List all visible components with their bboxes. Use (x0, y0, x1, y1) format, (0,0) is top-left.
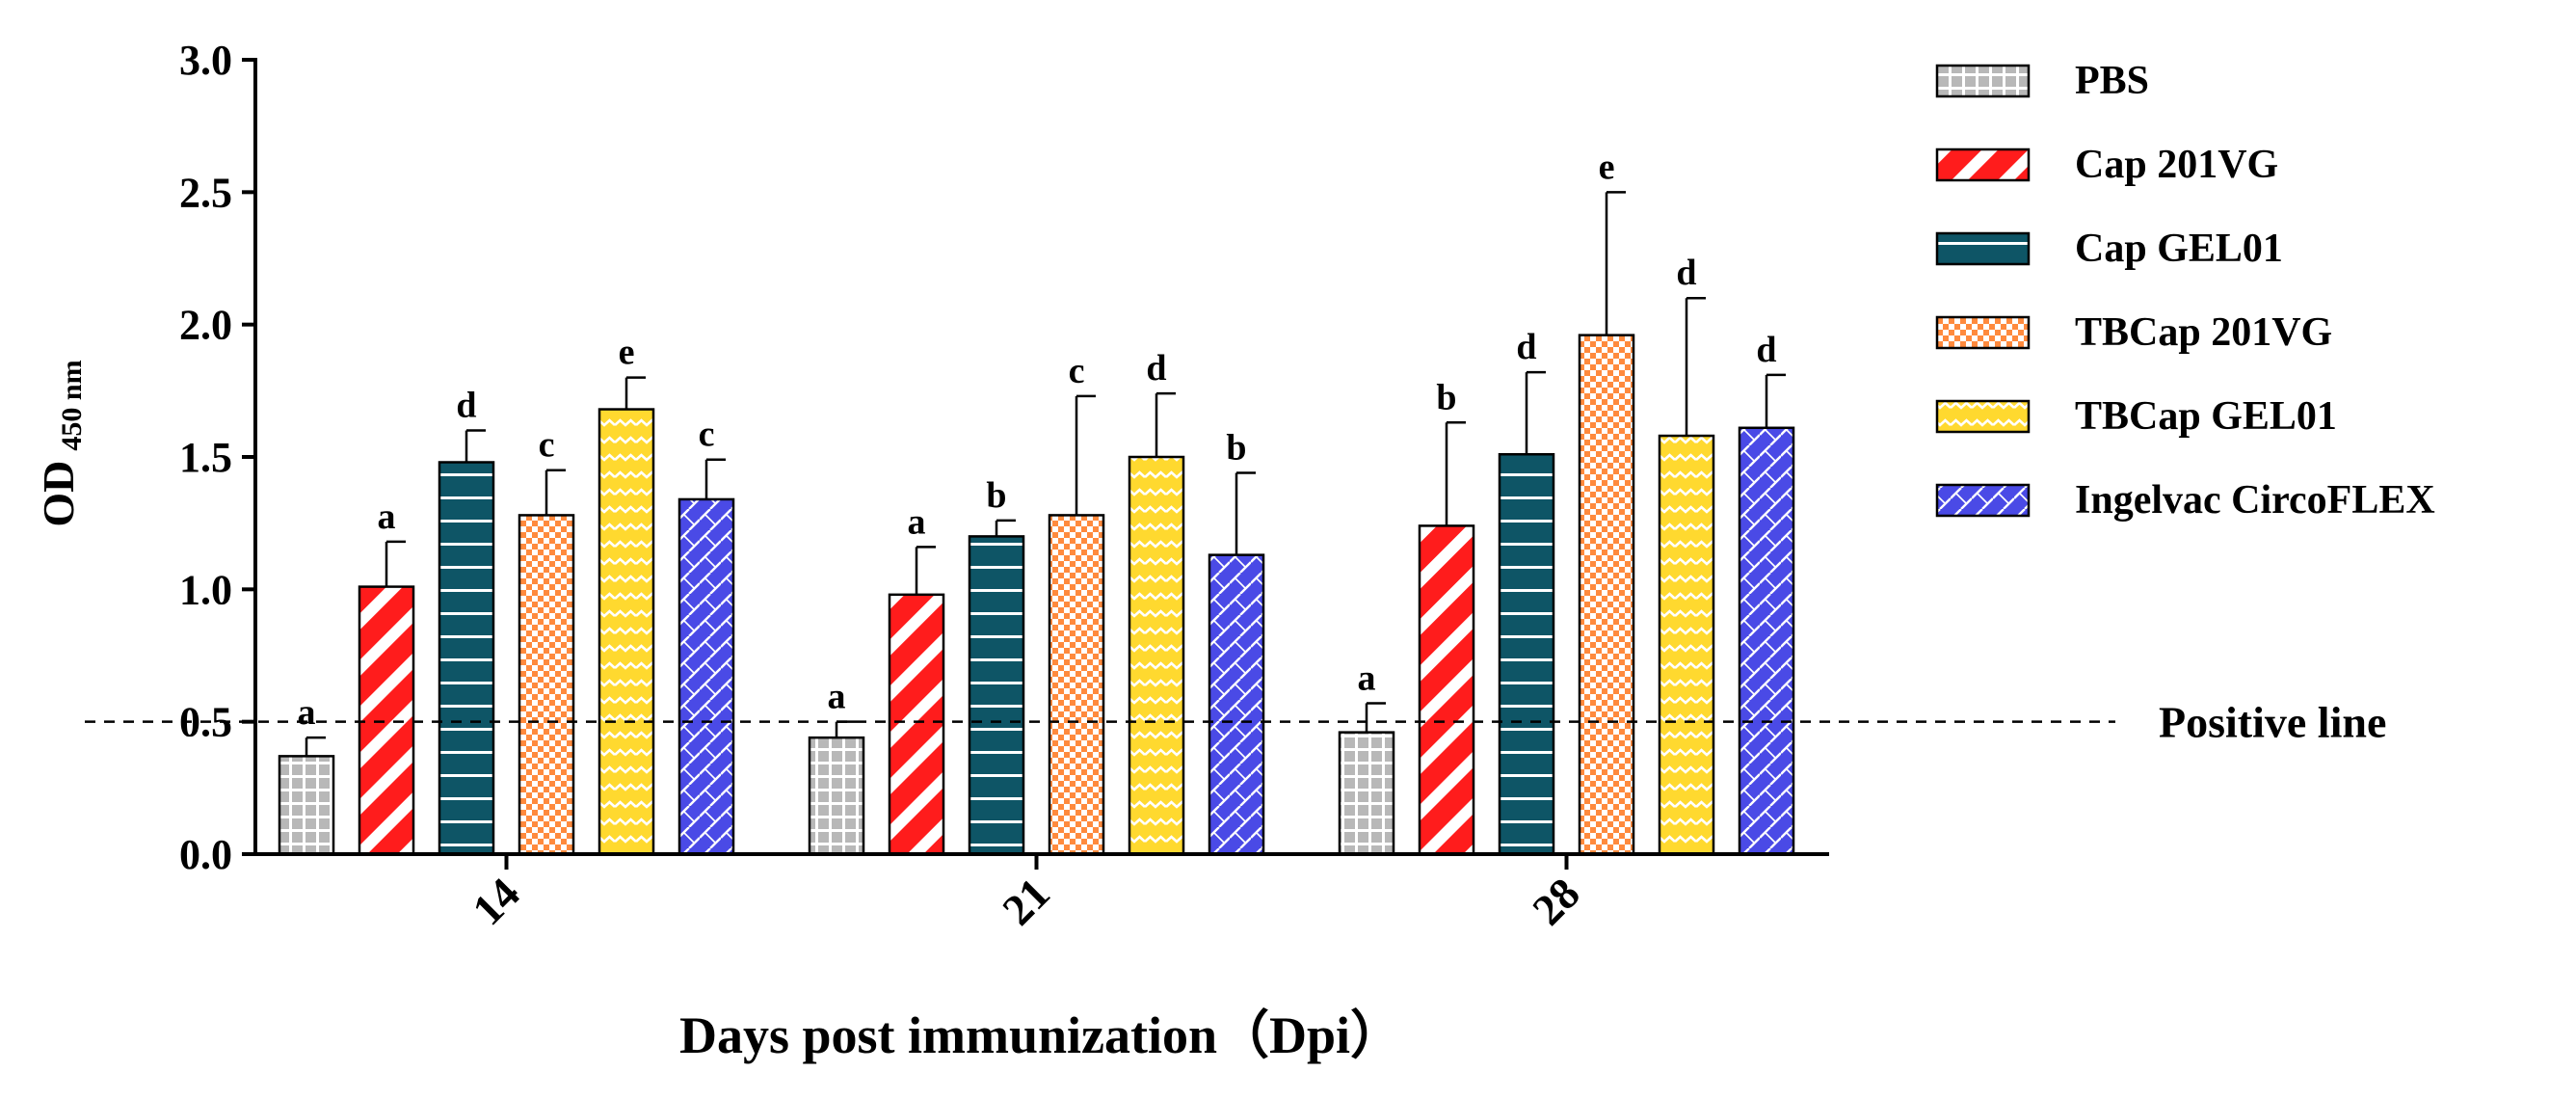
bar-3-21 (968, 535, 1025, 856)
significance-letter-2-21: a (908, 501, 926, 542)
axes-layer: 0.00.51.01.52.02.53.014 21 28 (179, 37, 1829, 934)
significance-letter-3-28: d (1516, 327, 1536, 367)
x-tick-label: 14 (463, 869, 529, 935)
significance-letter-5-14: e (619, 333, 635, 373)
significance-letter-2-14: a (378, 496, 396, 537)
bar-1-28 (1338, 731, 1395, 856)
y-tick-label: 1.0 (179, 566, 232, 613)
legend-label-2: Cap 201VG (2075, 143, 2278, 187)
bar-4-14 (518, 514, 575, 856)
bar-6-28 (1738, 426, 1795, 856)
bar-6-14 (677, 497, 735, 856)
bar-5-28 (1658, 434, 1715, 856)
legend-swatch-1 (1935, 64, 2031, 98)
legend-label-3: Cap GEL01 (2075, 227, 2283, 271)
significance-letter-4-28: e (1599, 147, 1615, 187)
y-axis-title: OD 450 nm (34, 360, 88, 526)
bars-layer: a a a a a b d b d c c e e d d c b d (278, 147, 1795, 856)
y-tick-label: 2.0 (179, 302, 232, 349)
significance-letter-6-28: d (1756, 330, 1776, 370)
y-tick-label: 1.5 (179, 434, 232, 481)
y-tick-label: 0.0 (179, 831, 232, 878)
significance-letter-5-21: d (1146, 348, 1166, 389)
legend-swatch-2 (1935, 147, 2031, 182)
x-tick-label: 28 (1523, 869, 1589, 935)
bar-6-21 (1208, 553, 1265, 856)
significance-letter-3-14: d (456, 386, 476, 426)
positive-line-label: Positive line (2159, 698, 2386, 747)
y-axis-title-subscript: 450 nm (56, 360, 88, 450)
significance-letter-5-28: d (1676, 253, 1696, 293)
legend-swatch-3 (1935, 231, 2031, 266)
legend-swatch-6 (1935, 483, 2031, 518)
legend-swatch-5 (1935, 399, 2031, 434)
bar-4-28 (1578, 334, 1635, 856)
bar-2-14 (358, 585, 415, 856)
bar-5-14 (598, 408, 655, 856)
significance-letter-3-21: b (986, 475, 1006, 516)
legend: PBS Cap 201VG Cap GEL01 TBCap 201VG TBCap GE… (1935, 59, 2435, 523)
legend-label-4: TBCap 201VG (2075, 310, 2332, 355)
x-axis-title: Days post immunization（Dpi） (679, 1006, 1402, 1064)
x-tick-label: 21 (993, 869, 1059, 935)
bar-2-21 (888, 593, 945, 856)
bar-3-14 (438, 461, 495, 856)
legend-label-6: Ingelvac CircoFLEX (2075, 478, 2435, 523)
significance-letter-1-14: a (298, 692, 316, 733)
legend-swatch-4 (1935, 315, 2031, 350)
significance-letter-6-21: b (1226, 427, 1246, 468)
y-tick-label: 3.0 (179, 37, 232, 84)
bar-5-21 (1128, 455, 1185, 856)
bar-1-14 (278, 755, 335, 856)
significance-letter-1-28: a (1358, 657, 1376, 698)
significance-letter-4-21: c (1069, 351, 1085, 391)
significance-letter-4-14: c (539, 425, 555, 466)
y-axis-title-main: OD (34, 461, 83, 527)
bar-2-28 (1418, 524, 1475, 856)
bar-1-21 (808, 736, 865, 856)
significance-letter-2-28: b (1436, 377, 1456, 417)
significance-letter-6-14: c (699, 415, 715, 455)
bar-3-28 (1498, 453, 1555, 856)
legend-label-5: TBCap GEL01 (2075, 394, 2337, 439)
bar-4-21 (1048, 514, 1105, 856)
y-tick-label: 2.5 (179, 169, 232, 216)
legend-label-1: PBS (2075, 59, 2149, 103)
significance-letter-1-21: a (828, 677, 846, 717)
reference-layer: Positive line (85, 698, 2386, 747)
